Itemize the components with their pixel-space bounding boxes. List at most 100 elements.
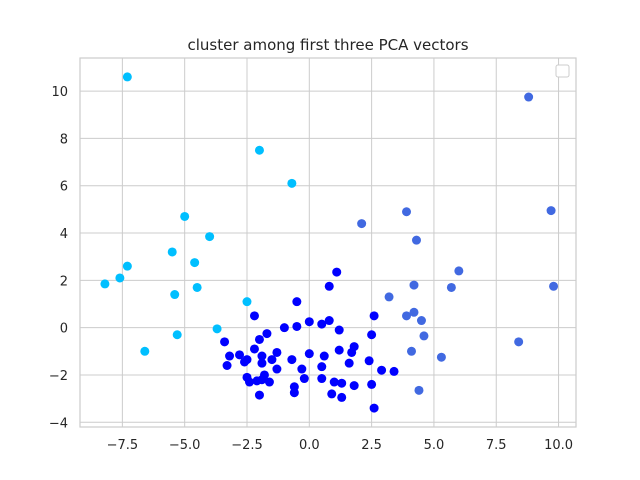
scatter-point — [292, 297, 302, 307]
scatter-point — [369, 403, 379, 413]
scatter-point — [402, 207, 412, 217]
scatter-point — [369, 311, 379, 321]
scatter-point — [122, 72, 132, 82]
scatter-point — [190, 258, 200, 268]
scatter-point — [454, 266, 464, 276]
scatter-point — [317, 374, 327, 384]
y-tick-label: −2 — [49, 369, 68, 384]
scatter-point — [317, 319, 327, 329]
y-tick-label: 6 — [60, 180, 68, 195]
scatter-point — [334, 325, 344, 335]
scatter-point — [357, 219, 367, 229]
x-tick-label: 5.0 — [424, 438, 445, 453]
scatter-point — [192, 282, 202, 292]
scatter-point — [257, 358, 267, 368]
x-tick-label: 2.5 — [361, 438, 382, 453]
scatter-point — [337, 378, 347, 388]
scatter-point — [436, 352, 446, 362]
x-tick-label: −2.5 — [231, 438, 263, 453]
scatter-points — [100, 72, 559, 413]
scatter-point — [220, 337, 230, 347]
scatter-point — [205, 232, 215, 242]
scatter-point — [254, 145, 264, 155]
y-tick-label: 8 — [60, 132, 68, 147]
scatter-point — [254, 390, 264, 400]
scatter-point — [364, 356, 374, 366]
scatter-point — [389, 366, 399, 376]
grid — [80, 58, 576, 427]
chart-title: cluster among first three PCA vectors — [187, 36, 468, 54]
scatter-point — [367, 330, 377, 340]
scatter-point — [344, 358, 354, 368]
scatter-point — [279, 323, 289, 333]
scatter-point — [167, 247, 177, 257]
x-tick-label: 10.0 — [544, 438, 573, 453]
scatter-point — [212, 324, 222, 334]
scatter-point — [304, 349, 314, 359]
scatter-point — [304, 317, 314, 327]
scatter-point — [411, 235, 421, 245]
scatter-point — [267, 355, 277, 365]
scatter-point — [329, 377, 339, 387]
scatter-point — [419, 331, 429, 341]
scatter-point — [297, 364, 307, 374]
scatter-point — [349, 381, 359, 391]
scatter-point — [292, 321, 302, 331]
scatter-point — [409, 280, 419, 290]
y-tick-label: 4 — [60, 227, 68, 242]
scatter-point — [235, 350, 245, 360]
scatter-point — [272, 364, 282, 374]
scatter-point — [170, 290, 180, 300]
x-tick-label: 7.5 — [486, 438, 507, 453]
scatter-point — [324, 281, 334, 291]
scatter-point — [249, 344, 259, 354]
scatter-point — [225, 351, 235, 361]
scatter-point — [257, 351, 267, 361]
scatter-point — [347, 347, 357, 357]
scatter-point — [546, 206, 556, 216]
scatter-point — [262, 329, 272, 339]
y-tick-label: 2 — [60, 274, 68, 289]
scatter-point — [327, 389, 337, 399]
legend-box — [555, 64, 570, 78]
scatter-point — [140, 346, 150, 356]
y-tick-label: 0 — [60, 322, 68, 337]
scatter-point — [252, 376, 262, 386]
scatter-point — [254, 334, 264, 344]
scatter-point — [334, 345, 344, 355]
scatter-point — [446, 282, 456, 292]
scatter-point — [287, 178, 297, 188]
scatter-point — [317, 362, 327, 372]
scatter-point — [524, 92, 534, 102]
scatter-point — [100, 279, 110, 289]
scatter-point — [249, 311, 259, 321]
scatter-point — [384, 292, 394, 302]
scatter-point — [242, 297, 252, 307]
scatter-point — [244, 377, 254, 387]
scatter-point — [222, 361, 232, 370]
x-axis-ticks: −7.5 −5.0 −2.5 0.0 2.5 5.0 7.5 10.0 — [107, 438, 573, 453]
scatter-point — [377, 365, 387, 375]
scatter-point — [272, 347, 282, 357]
scatter-point — [264, 377, 274, 387]
scatter-point — [115, 273, 125, 283]
scatter-point — [367, 379, 377, 389]
scatter-point — [337, 392, 347, 402]
plot-frame — [79, 57, 577, 428]
scatter-point — [406, 346, 416, 356]
y-tick-label: 10 — [51, 85, 68, 100]
scatter-point — [409, 307, 419, 317]
y-axis-ticks: −4 −2 0 2 4 6 8 10 — [49, 85, 68, 431]
scatter-point — [324, 316, 334, 326]
scatter-point — [332, 267, 342, 277]
scatter-point — [287, 355, 297, 365]
scatter-point — [289, 388, 299, 398]
x-tick-label: −7.5 — [107, 438, 139, 453]
scatter-point — [416, 316, 426, 326]
x-tick-label: 0.0 — [299, 438, 320, 453]
scatter-point — [319, 351, 329, 361]
x-tick-label: −5.0 — [169, 438, 201, 453]
scatter-point — [514, 337, 524, 347]
scatter-point — [549, 281, 559, 291]
